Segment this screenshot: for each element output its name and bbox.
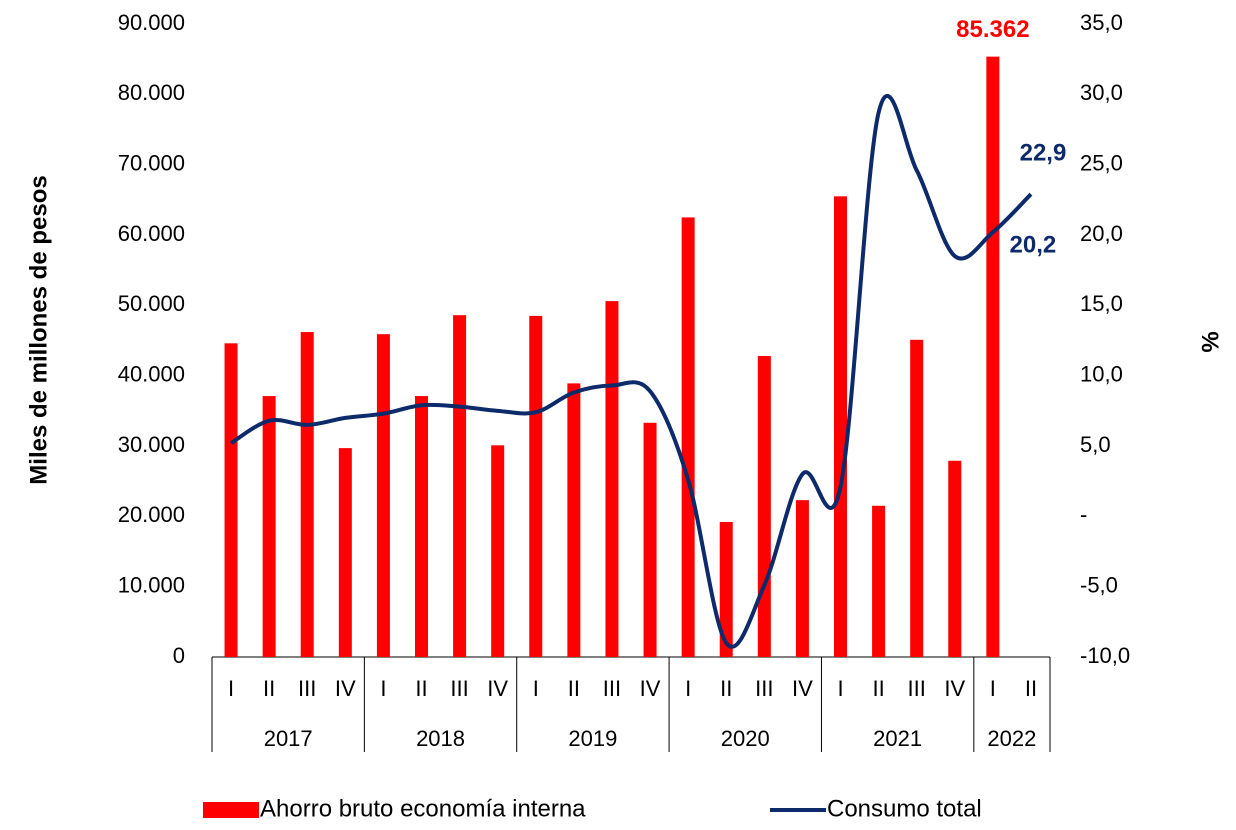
x-tick-label: I (837, 676, 843, 701)
line (229, 93, 1033, 649)
x-group-label: 2021 (873, 726, 922, 751)
x-tick-label: II (720, 676, 732, 701)
bar (529, 315, 543, 657)
y-tick-label: 10.000 (118, 572, 185, 597)
bar (453, 315, 467, 657)
x-tick-label: IV (640, 676, 661, 701)
bar (872, 505, 886, 657)
x-tick-label: II (263, 676, 275, 701)
x-tick-label: III (755, 676, 773, 701)
x-tick-label: II (415, 676, 427, 701)
y2-tick-label: 15,0 (1080, 291, 1123, 316)
x-group-label: 2022 (987, 726, 1036, 751)
bar (681, 217, 695, 657)
data-label: 22,9 (1020, 140, 1067, 167)
y-tick-label: 70.000 (118, 150, 185, 175)
bar (376, 334, 390, 657)
x-tick-label: II (568, 676, 580, 701)
bar (643, 422, 657, 657)
x-tick-label: III (603, 676, 621, 701)
bar (567, 383, 581, 657)
y-tick-label: 40.000 (118, 361, 185, 386)
x-tick-label: I (990, 676, 996, 701)
bar (605, 301, 619, 657)
x-tick-label: IV (944, 676, 965, 701)
bar (300, 332, 314, 657)
legend-swatch (203, 802, 259, 818)
bar (491, 445, 505, 657)
bar (757, 355, 771, 657)
y2-tick-label: 25,0 (1080, 150, 1123, 175)
x-tick-label: IV (487, 676, 508, 701)
x-group-label: 2020 (721, 726, 770, 751)
x-group-label: 2019 (568, 726, 617, 751)
y2-tick-label: 5,0 (1080, 432, 1111, 457)
x-tick-label: I (685, 676, 691, 701)
bar (986, 56, 1000, 657)
y-tick-label: 30.000 (118, 432, 185, 457)
y-tick-label: 20.000 (118, 502, 185, 527)
y2-tick-label: 35,0 (1080, 10, 1123, 35)
y-tick-label: 60.000 (118, 221, 185, 246)
bar (338, 448, 352, 657)
x-tick-label: III (908, 676, 926, 701)
x-tick-label: I (380, 676, 386, 701)
bar (910, 339, 924, 657)
y-tick-label: 50.000 (118, 291, 185, 316)
bar (415, 396, 428, 657)
y-tick-label: 90.000 (118, 10, 185, 35)
y2-tick-label: 10,0 (1080, 361, 1123, 386)
bar (834, 196, 847, 658)
bar (719, 521, 733, 657)
x-tick-label: IV (792, 676, 813, 701)
bar (224, 343, 238, 657)
bar (795, 500, 809, 657)
x-tick-label: III (298, 676, 316, 701)
y-axis-label: Miles de millones de pesos (25, 175, 52, 484)
x-tick-label: I (533, 676, 539, 701)
data-label: 85.362 (956, 16, 1029, 43)
x-tick-label: II (1025, 676, 1037, 701)
y2-tick-label: -5,0 (1080, 572, 1118, 597)
x-tick-label: III (450, 676, 468, 701)
x-group-label: 2018 (416, 726, 465, 751)
y2-tick-label: 30,0 (1080, 80, 1123, 105)
x-group-label: 2017 (264, 726, 313, 751)
x-tick-label: II (872, 676, 884, 701)
y2-tick-label: 20,0 (1080, 221, 1123, 246)
x-tick-label: IV (335, 676, 356, 701)
x-tick-label: I (228, 676, 234, 701)
legend-label: Consumo total (827, 795, 982, 822)
y-tick-label: 0 (173, 643, 185, 668)
bar (262, 396, 276, 657)
legend-label: Ahorro bruto economía interna (260, 795, 586, 822)
y2-tick-label: - (1080, 502, 1087, 527)
y-tick-label: 80.000 (118, 80, 185, 105)
y2-axis-label: % (1197, 331, 1224, 352)
y2-tick-label: -10,0 (1080, 643, 1130, 668)
bar (948, 460, 962, 657)
data-label: 20,2 (1010, 232, 1057, 259)
